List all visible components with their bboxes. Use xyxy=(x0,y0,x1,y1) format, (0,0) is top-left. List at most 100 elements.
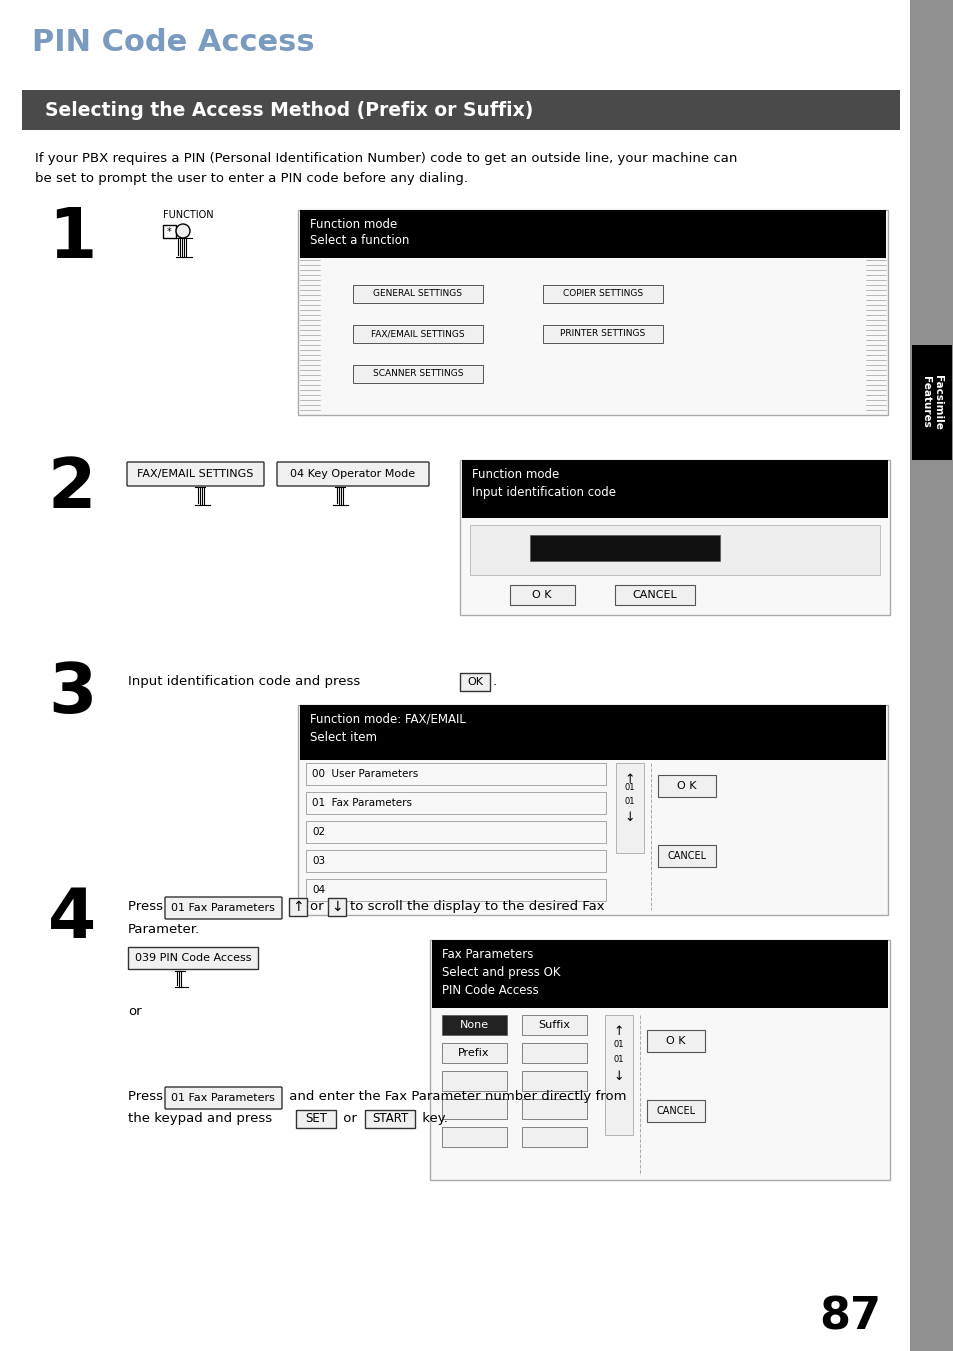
Text: 01: 01 xyxy=(613,1040,623,1048)
Text: *: * xyxy=(167,227,172,236)
Bar xyxy=(521,1127,586,1147)
Text: Select item: Select item xyxy=(310,731,376,744)
Bar xyxy=(658,775,716,797)
Bar xyxy=(646,1100,704,1121)
Text: Press: Press xyxy=(128,1090,167,1102)
Bar xyxy=(461,459,887,517)
Text: 01 Fax Parameters: 01 Fax Parameters xyxy=(171,902,274,913)
Text: 01 Fax Parameters: 01 Fax Parameters xyxy=(171,1093,274,1102)
Bar xyxy=(297,705,887,915)
Text: GENERAL SETTINGS: GENERAL SETTINGS xyxy=(374,289,462,299)
Text: PIN Code Access: PIN Code Access xyxy=(32,28,314,57)
Bar xyxy=(510,585,575,605)
Text: ↓: ↓ xyxy=(624,811,635,824)
Bar xyxy=(163,226,175,238)
Bar xyxy=(542,285,662,303)
Text: or: or xyxy=(128,1005,141,1019)
Text: 03: 03 xyxy=(312,857,325,866)
Bar xyxy=(658,844,716,867)
Text: Input identification code and press: Input identification code and press xyxy=(128,676,364,688)
Text: ↓: ↓ xyxy=(331,900,342,915)
Bar xyxy=(441,1127,506,1147)
Bar xyxy=(430,940,889,1179)
Text: or: or xyxy=(338,1112,361,1125)
Text: or: or xyxy=(310,900,328,913)
Bar xyxy=(441,1071,506,1092)
Text: COPIER SETTINGS: COPIER SETTINGS xyxy=(562,289,642,299)
Text: O K: O K xyxy=(677,781,696,790)
Bar xyxy=(615,585,695,605)
Bar xyxy=(432,940,887,1008)
Text: CANCEL: CANCEL xyxy=(667,851,706,861)
Text: O K: O K xyxy=(665,1036,685,1046)
Text: Suffix: Suffix xyxy=(537,1020,569,1029)
Bar xyxy=(353,365,482,382)
Bar xyxy=(297,209,887,415)
Text: key.: key. xyxy=(417,1112,447,1125)
Text: CANCEL: CANCEL xyxy=(656,1106,695,1116)
Text: 04: 04 xyxy=(312,885,325,894)
Text: .: . xyxy=(493,676,497,688)
Bar xyxy=(295,1111,335,1128)
Text: ↑: ↑ xyxy=(292,900,303,915)
Bar xyxy=(306,821,605,843)
Text: to scroll the display to the desired Fax: to scroll the display to the desired Fax xyxy=(350,900,604,913)
Text: PIN Code Access: PIN Code Access xyxy=(441,984,538,997)
Text: O K: O K xyxy=(532,590,551,600)
Text: Facsimile
Features: Facsimile Features xyxy=(921,374,942,430)
Bar xyxy=(911,345,951,459)
Bar xyxy=(22,91,899,130)
Circle shape xyxy=(175,224,190,238)
Bar xyxy=(299,705,885,761)
Text: Input identification code: Input identification code xyxy=(472,486,616,499)
Bar xyxy=(306,880,605,901)
Text: Select a function: Select a function xyxy=(310,234,409,247)
FancyBboxPatch shape xyxy=(165,1088,282,1109)
FancyBboxPatch shape xyxy=(276,462,429,486)
Text: OK: OK xyxy=(467,677,482,688)
Bar xyxy=(128,947,257,969)
Text: 01: 01 xyxy=(624,797,635,807)
Bar xyxy=(521,1098,586,1119)
Bar xyxy=(441,1015,506,1035)
Text: Fax Parameters: Fax Parameters xyxy=(441,948,533,961)
Text: 04 Key Operator Mode: 04 Key Operator Mode xyxy=(290,469,416,480)
Bar xyxy=(328,898,346,916)
Text: 2: 2 xyxy=(48,455,96,521)
Bar xyxy=(521,1071,586,1092)
Bar xyxy=(530,535,720,561)
Text: Selecting the Access Method (Prefix or Suffix): Selecting the Access Method (Prefix or S… xyxy=(32,100,533,119)
Bar xyxy=(306,850,605,871)
Bar xyxy=(459,673,490,690)
Bar xyxy=(306,792,605,815)
Bar xyxy=(306,763,605,785)
Text: 1: 1 xyxy=(48,205,96,272)
Text: Press: Press xyxy=(128,900,167,913)
Text: the keypad and press: the keypad and press xyxy=(128,1112,276,1125)
Text: If your PBX requires a PIN (Personal Identification Number) code to get an outsi: If your PBX requires a PIN (Personal Ide… xyxy=(35,153,737,165)
Text: Parameter.: Parameter. xyxy=(128,923,200,936)
Text: Select and press OK: Select and press OK xyxy=(441,966,560,979)
Text: PRINTER SETTINGS: PRINTER SETTINGS xyxy=(559,330,645,339)
Bar xyxy=(299,209,885,258)
Text: Function mode: Function mode xyxy=(472,467,558,481)
Bar xyxy=(459,459,889,615)
Bar xyxy=(909,0,953,1351)
Text: None: None xyxy=(459,1020,488,1029)
Bar xyxy=(542,326,662,343)
Text: ↑: ↑ xyxy=(613,1025,623,1038)
Text: Function mode: FAX/EMAIL: Function mode: FAX/EMAIL xyxy=(310,713,465,725)
Text: SCANNER SETTINGS: SCANNER SETTINGS xyxy=(373,370,463,378)
Text: 01  Fax Parameters: 01 Fax Parameters xyxy=(312,798,412,808)
Text: FUNCTION: FUNCTION xyxy=(163,209,213,220)
Bar xyxy=(604,1015,633,1135)
Bar xyxy=(646,1029,704,1052)
Text: 00  User Parameters: 00 User Parameters xyxy=(312,769,417,780)
Bar xyxy=(353,285,482,303)
Text: FAX/EMAIL SETTINGS: FAX/EMAIL SETTINGS xyxy=(136,469,253,480)
Bar xyxy=(289,898,307,916)
Text: Function mode: Function mode xyxy=(310,218,396,231)
Text: SET: SET xyxy=(305,1112,327,1125)
Text: ↓: ↓ xyxy=(613,1070,623,1084)
Text: CANCEL: CANCEL xyxy=(632,590,677,600)
